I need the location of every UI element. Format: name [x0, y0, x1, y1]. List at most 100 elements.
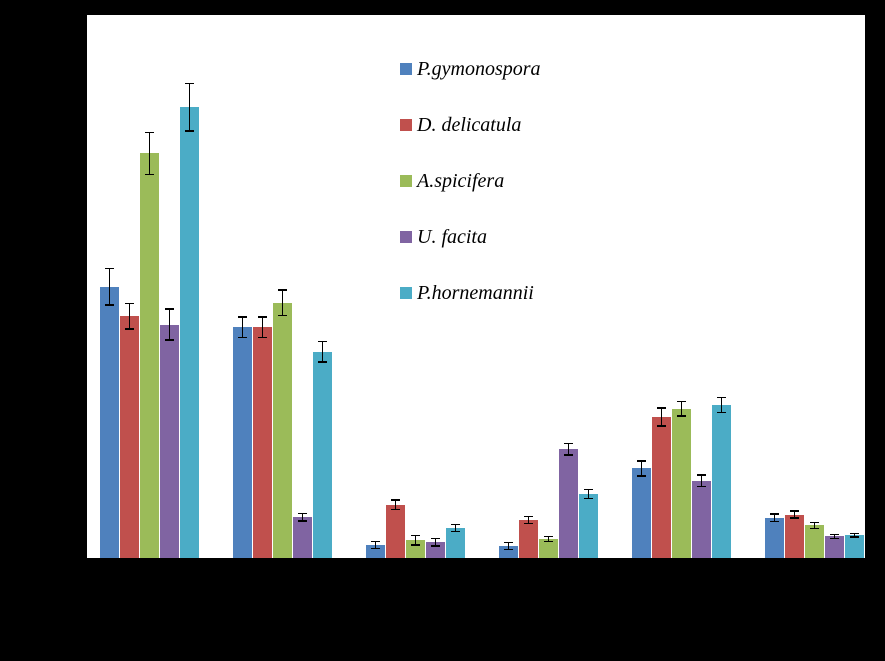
legend-marker-icon — [400, 63, 412, 75]
bar — [100, 286, 119, 558]
error-bar-cap — [564, 442, 573, 445]
error-bar — [770, 513, 779, 523]
error-bar — [564, 442, 573, 456]
error-bar-cap — [770, 520, 779, 523]
error-bar-cap — [278, 314, 287, 317]
error-bar — [810, 521, 819, 530]
bar — [253, 327, 272, 558]
legend-item-ufacita: U. facita — [400, 226, 541, 248]
bar — [313, 351, 332, 558]
error-bar-cap — [524, 515, 533, 518]
bar — [406, 540, 425, 558]
error-bar-cap — [298, 520, 307, 522]
bar — [140, 153, 159, 558]
error-bar-line — [301, 512, 304, 522]
error-bar-line — [813, 521, 816, 530]
bar — [180, 107, 199, 558]
error-bar-cap — [637, 475, 646, 477]
error-bar-cap — [165, 339, 174, 341]
error-bar-cap — [318, 340, 327, 343]
bar — [632, 468, 651, 558]
error-bar-cap — [185, 130, 194, 132]
legend-marker-icon — [400, 175, 412, 187]
error-bar-line — [434, 537, 437, 547]
error-bar — [544, 535, 553, 543]
error-bar — [451, 523, 460, 533]
error-bar-cap — [677, 400, 686, 403]
error-bar-cap — [185, 82, 194, 85]
error-bar — [850, 532, 859, 538]
error-bar — [830, 533, 839, 539]
bar — [366, 544, 385, 558]
error-bar-cap — [451, 530, 460, 533]
error-bar-line — [567, 442, 570, 456]
bar — [293, 517, 312, 558]
error-bar-cap — [145, 131, 154, 134]
bar — [120, 316, 139, 558]
error-bar-cap — [278, 289, 287, 291]
error-bar-line — [188, 82, 191, 132]
error-bar-cap — [145, 173, 154, 176]
error-bar-cap — [584, 497, 593, 500]
legend-label: P.hornemannii — [417, 281, 534, 304]
error-bar-cap — [677, 415, 686, 417]
bar — [539, 539, 558, 558]
error-bar-cap — [125, 328, 134, 330]
error-bar-cap — [564, 454, 573, 456]
error-bar — [391, 499, 400, 511]
error-bar-line — [394, 499, 397, 511]
bar — [692, 480, 711, 558]
bar — [426, 542, 445, 558]
error-bar — [145, 131, 154, 176]
error-bar — [258, 316, 267, 339]
bar — [579, 493, 598, 558]
error-bar-cap — [850, 532, 859, 534]
error-bar-line — [793, 510, 796, 519]
bar — [273, 302, 292, 558]
error-bar-line — [168, 308, 171, 341]
legend-marker-icon — [400, 231, 412, 243]
error-bar-line — [547, 535, 550, 543]
error-bar — [524, 515, 533, 525]
bar — [519, 520, 538, 558]
error-bar-line — [527, 515, 530, 525]
error-bar-cap — [770, 513, 779, 515]
error-bar-cap — [810, 527, 819, 530]
error-bar-cap — [258, 336, 267, 339]
bar — [845, 535, 864, 558]
bar — [446, 528, 465, 558]
bar — [652, 416, 671, 558]
error-bar-line — [507, 541, 510, 551]
bar — [712, 404, 731, 558]
error-bar-cap — [238, 336, 247, 339]
error-bar-cap — [238, 316, 247, 318]
error-bar-cap — [830, 533, 839, 536]
error-bar-cap — [105, 267, 114, 270]
error-bar-line — [640, 460, 643, 477]
error-bar-cap — [431, 537, 440, 540]
error-bar — [584, 488, 593, 500]
error-bar — [371, 540, 380, 550]
error-bar — [431, 537, 440, 547]
error-bar-cap — [451, 523, 460, 526]
error-bar-cap — [544, 540, 553, 543]
error-bar-cap — [657, 407, 666, 409]
legend-label: D. delicatula — [417, 113, 522, 136]
error-bar-line — [720, 396, 723, 414]
error-bar-line — [773, 513, 776, 523]
plot-area — [85, 15, 865, 560]
error-bar — [165, 308, 174, 341]
error-bar — [278, 289, 287, 317]
bar — [825, 536, 844, 558]
error-bar-cap — [371, 540, 380, 543]
error-bar — [504, 541, 513, 551]
bar — [672, 408, 691, 558]
error-bar-line — [261, 316, 264, 339]
error-bar-cap — [371, 547, 380, 550]
bar — [805, 525, 824, 558]
error-bar-cap — [810, 521, 819, 524]
error-bar — [637, 460, 646, 477]
error-bar-line — [680, 400, 683, 417]
error-bar-line — [660, 407, 663, 427]
